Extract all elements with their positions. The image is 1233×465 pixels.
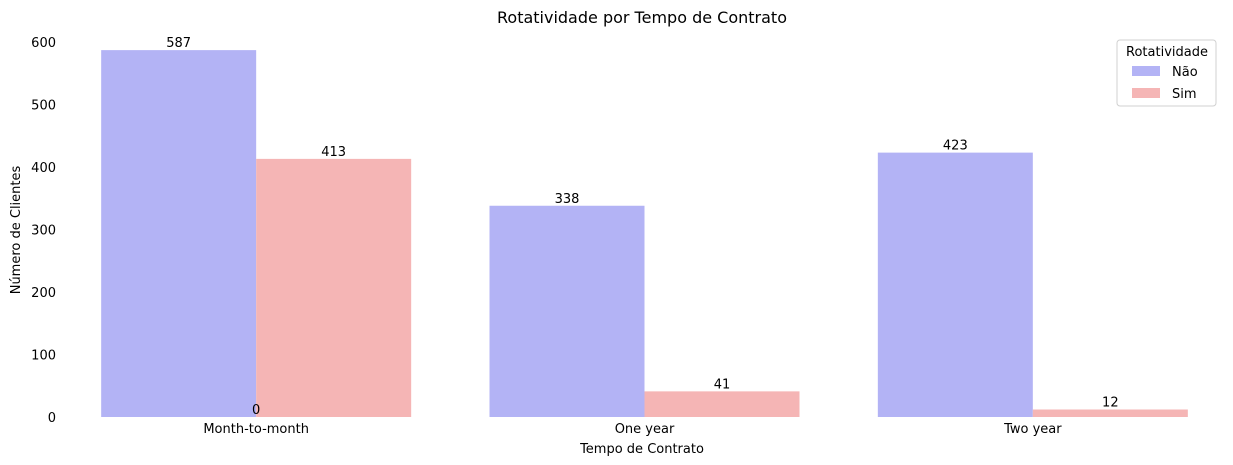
- bar-não-0: [101, 50, 257, 417]
- legend-swatch-não: [1132, 66, 1160, 76]
- bar-value-label: 413: [321, 145, 346, 160]
- y-tick-label: 200: [31, 286, 56, 301]
- y-axis: 0 100 200 300 400 500 600: [31, 36, 56, 426]
- x-tick-label: Month-to-month: [203, 422, 309, 437]
- x-axis-label: Tempo de Contrato: [579, 442, 704, 457]
- y-tick-label: 500: [31, 99, 56, 114]
- y-tick-label: 0: [48, 411, 56, 426]
- legend-label-sim: Sim: [1172, 87, 1197, 102]
- y-tick-label: 300: [31, 224, 56, 239]
- bar-sim-2: [1032, 409, 1188, 417]
- legend-items: Não Sim: [1132, 65, 1198, 102]
- y-tick-label: 600: [31, 36, 56, 51]
- bar-não-1: [489, 205, 645, 417]
- bar-value-label: 338: [555, 192, 580, 207]
- bar-value-label: 41: [714, 377, 731, 392]
- bar-value-label: 423: [943, 139, 968, 154]
- x-axis: Month-to-month One year Two year: [203, 422, 1062, 437]
- bar-value-label: 587: [166, 36, 191, 51]
- chart-title: Rotatividade por Tempo de Contrato: [497, 8, 787, 27]
- y-tick-label: 100: [31, 349, 56, 364]
- bar-labels: 587 338 423 413 41 12 0: [166, 36, 1118, 418]
- bars: [101, 50, 1188, 417]
- bar-sim-1: [644, 391, 800, 417]
- bar-sim-0: [256, 158, 412, 417]
- legend-label-não: Não: [1172, 65, 1198, 80]
- y-tick-label: 400: [31, 161, 56, 176]
- bar-value-label: 12: [1102, 396, 1119, 411]
- extra-value-label: 0: [252, 403, 260, 418]
- legend-swatch-sim: [1132, 88, 1160, 98]
- x-tick-label: One year: [615, 422, 675, 437]
- bar-não-2: [877, 152, 1033, 417]
- legend-title: Rotatividade: [1126, 45, 1208, 60]
- y-axis-label: Número de Clientes: [9, 165, 24, 294]
- x-tick-label: Two year: [1003, 422, 1062, 437]
- legend: Rotatividade Não Sim: [1116, 39, 1217, 107]
